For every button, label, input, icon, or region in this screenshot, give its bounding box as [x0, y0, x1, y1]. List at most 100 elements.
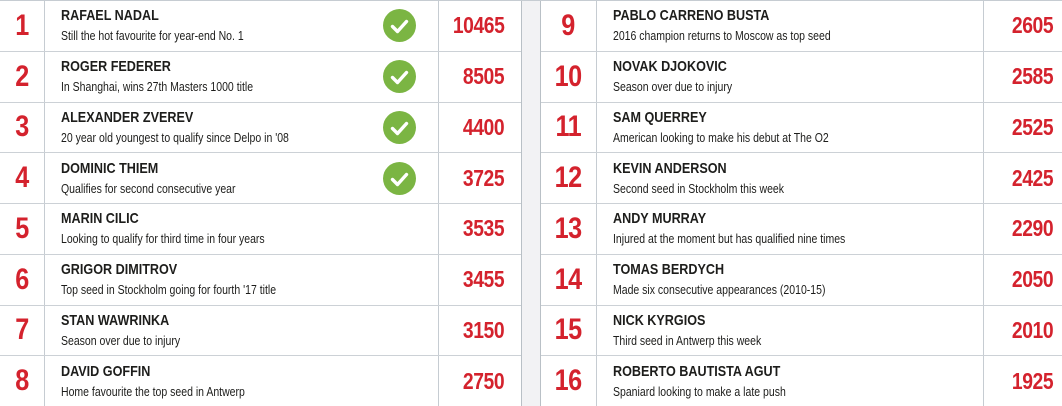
points-value: 2010 [1011, 316, 1054, 343]
rank-number: 9 [561, 8, 576, 42]
table-row: 15 NICK KYRGIOS Third seed in Antwerp th… [541, 305, 1062, 357]
points-cell: 2525 [983, 102, 1062, 153]
player-cell: SAM QUERREY American looking to make his… [597, 103, 983, 153]
rank-cell: 14 [541, 254, 597, 305]
player-note: 20 year old youngest to qualify since De… [61, 130, 289, 145]
player-name: PABLO CARRENO BUSTA [613, 7, 770, 25]
points-cell: 3535 [438, 204, 521, 254]
player-note: Home favourite the top seed in Antwerp [61, 384, 245, 399]
player-cell: NICK KYRGIOS Third seed in Antwerp this … [597, 306, 983, 356]
rank-number: 10 [554, 59, 583, 93]
player-note: Injured at the moment but has qualified … [613, 232, 846, 247]
player-cell: TOMAS BERDYCH Made six consecutive appea… [597, 255, 983, 305]
player-note: 2016 champion returns to Moscow as top s… [613, 29, 831, 44]
player-cell: GRIGOR DIMITROV Top seed in Stockholm go… [45, 255, 438, 305]
table-row: 10 NOVAK DJOKOVIC Season over due to inj… [541, 51, 1062, 103]
player-note: Season over due to injury [61, 333, 181, 348]
points-value: 3455 [462, 266, 505, 293]
player-name: RAFAEL NADAL [61, 7, 159, 25]
rank-cell: 4 [0, 153, 45, 203]
player-name: KEVIN ANDERSON [613, 159, 727, 177]
standings-table-left: 1 RAFAEL NADAL Still the hot favourite f… [0, 1, 521, 406]
table-row: 8 DAVID GOFFIN Home favourite the top se… [0, 356, 521, 406]
rank-number: 14 [554, 262, 583, 296]
points-value: 2290 [1011, 215, 1054, 242]
player-note: Season over due to injury [613, 80, 733, 95]
player-name: ROGER FEDERER [61, 58, 171, 76]
player-name: MARIN CILIC [61, 210, 139, 228]
player-cell: NOVAK DJOKOVIC Season over due to injury [597, 52, 983, 102]
player-name: SAM QUERREY [613, 108, 707, 126]
rank-number: 16 [554, 364, 583, 398]
points-cell: 2605 [983, 1, 1062, 51]
player-cell: ROGER FEDERER In Shanghai, wins 27th Mas… [45, 52, 438, 102]
points-value: 2585 [1011, 63, 1054, 90]
player-cell: STAN WAWRINKA Season over due to injury [45, 306, 438, 356]
rank-number: 11 [555, 110, 582, 144]
player-cell: ANDY MURRAY Injured at the moment but ha… [597, 204, 983, 254]
player-cell: DAVID GOFFIN Home favourite the top seed… [45, 356, 438, 406]
player-name: ALEXANDER ZVEREV [61, 108, 194, 126]
player-name: DAVID GOFFIN [61, 362, 151, 380]
points-cell: 10465 [438, 1, 521, 51]
points-cell: 2290 [983, 204, 1062, 254]
points-value: 1925 [1011, 367, 1054, 394]
points-value: 4400 [462, 113, 505, 140]
table-row: 16 ROBERTO BAUTISTA AGUT Spaniard lookin… [541, 356, 1062, 406]
player-cell: KEVIN ANDERSON Second seed in Stockholm … [597, 153, 983, 203]
points-cell: 1925 [983, 356, 1062, 406]
player-note: Top seed in Stockholm going for fourth '… [61, 283, 277, 298]
points-value: 2750 [462, 367, 505, 394]
rank-cell: 2 [0, 51, 45, 102]
rank-number: 12 [554, 161, 583, 195]
player-name: TOMAS BERDYCH [613, 261, 725, 279]
rank-cell: 10 [541, 51, 597, 102]
rank-number: 15 [554, 313, 583, 347]
player-note: In Shanghai, wins 27th Masters 1000 titl… [61, 80, 254, 95]
table-row: 11 SAM QUERREY American looking to make … [541, 102, 1062, 154]
points-value: 3535 [462, 215, 505, 242]
points-value: 3725 [462, 164, 505, 191]
player-cell: ALEXANDER ZVEREV 20 year old youngest to… [45, 103, 438, 153]
rank-number: 7 [15, 313, 29, 347]
table-row: 4 DOMINIC THIEM Qualifies for second con… [0, 153, 521, 204]
rank-cell: 9 [541, 1, 597, 51]
points-value: 2050 [1011, 266, 1054, 293]
player-name: DOMINIC THIEM [61, 159, 159, 177]
rank-cell: 7 [0, 305, 45, 356]
table-row: 9 PABLO CARRENO BUSTA 2016 champion retu… [541, 1, 1062, 52]
points-cell: 2585 [983, 51, 1062, 102]
rank-cell: 13 [541, 204, 597, 254]
qualified-check-icon [383, 110, 416, 144]
qualified-check-icon [383, 60, 416, 94]
player-name: STAN WAWRINKA [61, 311, 170, 329]
table-row: 14 TOMAS BERDYCH Made six consecutive ap… [541, 254, 1062, 306]
table-row: 1 RAFAEL NADAL Still the hot favourite f… [0, 1, 521, 52]
player-cell: DOMINIC THIEM Qualifies for second conse… [45, 153, 438, 203]
rank-number: 4 [15, 161, 29, 195]
table-row: 13 ANDY MURRAY Injured at the moment but… [541, 204, 1062, 255]
rank-cell: 16 [541, 356, 597, 406]
rank-cell: 1 [0, 1, 45, 51]
points-cell: 2050 [983, 254, 1062, 305]
points-cell: 4400 [438, 102, 521, 153]
points-cell: 3455 [438, 254, 521, 305]
points-value: 2425 [1011, 164, 1054, 191]
player-note: Qualifies for second consecutive year [61, 181, 236, 196]
qualified-check-icon [383, 161, 416, 195]
player-name: NOVAK DJOKOVIC [613, 58, 727, 76]
points-cell: 2425 [983, 153, 1062, 203]
player-note: Spaniard looking to make a late push [613, 384, 786, 399]
player-name: ANDY MURRAY [613, 210, 707, 228]
player-cell: RAFAEL NADAL Still the hot favourite for… [45, 1, 438, 51]
rank-number: 6 [15, 262, 29, 296]
rank-number: 8 [15, 364, 29, 398]
player-name: GRIGOR DIMITROV [61, 261, 178, 279]
player-cell: PABLO CARRENO BUSTA 2016 champion return… [597, 1, 983, 51]
player-note: American looking to make his debut at Th… [613, 130, 829, 145]
player-note: Third seed in Antwerp this week [613, 333, 762, 348]
points-cell: 2010 [983, 305, 1062, 356]
points-cell: 3725 [438, 153, 521, 203]
table-row: 7 STAN WAWRINKA Season over due to injur… [0, 305, 521, 357]
